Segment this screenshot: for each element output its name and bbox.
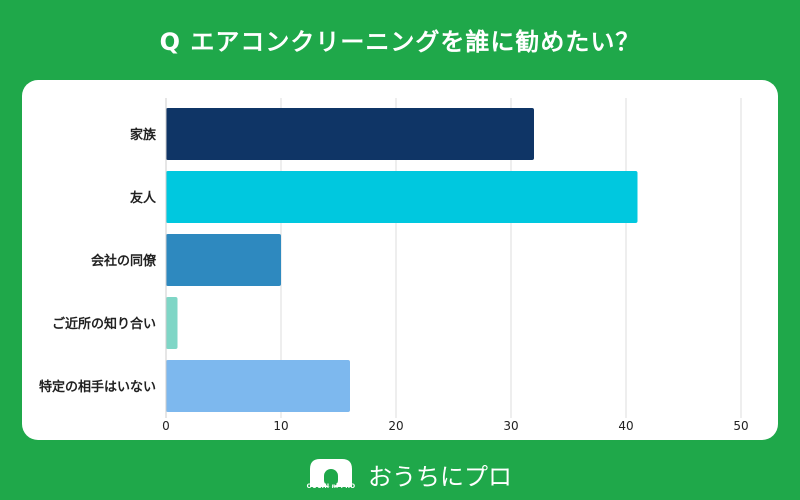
brand-footer: OUCHI ni PRO おうちにプロ — [300, 453, 520, 493]
bar — [166, 108, 534, 160]
x-tick-label: 30 — [503, 419, 518, 433]
x-tick-label: 40 — [618, 419, 633, 433]
x-tick-label: 20 — [388, 419, 403, 433]
page-title: Q エアコンクリーニングを誰に勧めたい？ — [159, 28, 641, 56]
x-tick-label: 50 — [733, 419, 748, 433]
x-tick-label: 0 — [162, 419, 170, 433]
chart-card: 家族友人会社の同僚ご近所の知り合い特定の相手はいない 0 10 20 30 40 50 — [22, 80, 778, 440]
category-label: 家族 — [130, 127, 157, 143]
bar — [166, 360, 350, 412]
logo-mark-text: OUCHI ni PRO — [306, 483, 356, 490]
category-label: 会社の同僚 — [91, 253, 157, 269]
x-tick-label: 10 — [273, 419, 288, 433]
category-label: 特定の相手はいない — [39, 379, 156, 395]
category-label: 友人 — [130, 190, 157, 206]
bar — [166, 234, 281, 286]
category-label: ご近所の知り合い — [52, 316, 156, 332]
brand-name: おうちにプロ — [368, 463, 512, 491]
bar — [166, 171, 638, 223]
house-logo-icon — [310, 459, 352, 487]
bar — [166, 297, 178, 349]
